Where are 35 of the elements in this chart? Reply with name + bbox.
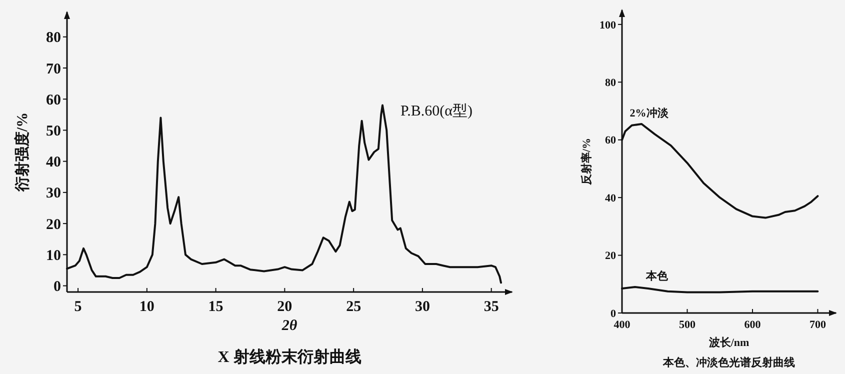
x-tick-label: 25 xyxy=(346,299,362,315)
y-tick-label: 80 xyxy=(605,76,616,89)
text: X 射线粉末衍射曲线 xyxy=(218,348,362,366)
y-tick-label: 0 xyxy=(610,308,616,320)
y-tick-label: 10 xyxy=(46,248,61,264)
x-tick-label: 600 xyxy=(744,319,762,331)
y-tick-label: 100 xyxy=(600,19,616,32)
x-tick-label: 400 xyxy=(614,319,631,331)
x-tick-label: 700 xyxy=(809,319,826,331)
y-tick-label: 20 xyxy=(605,250,616,262)
y-tick-label: 20 xyxy=(46,216,61,233)
y-tick-label: 60 xyxy=(46,92,61,108)
y-tick-label: 50 xyxy=(46,123,61,140)
series-label: 2%冲淡 xyxy=(630,106,670,120)
y-tick-label: 40 xyxy=(46,154,61,171)
y-axis-title: 衍射强度/% xyxy=(13,112,31,193)
y-tick-label: 30 xyxy=(46,186,61,202)
x-tick-label: 15 xyxy=(208,299,224,315)
x-tick-label: 35 xyxy=(484,299,499,315)
y-tick-label: 60 xyxy=(605,134,616,147)
y-tick-label: 40 xyxy=(605,192,616,204)
x-tick-label: 500 xyxy=(678,319,696,331)
x-axis-title: 2θ xyxy=(280,318,298,334)
y-tick-label: 70 xyxy=(46,61,61,78)
series-label: P.B.60(α型) xyxy=(400,102,473,120)
x-tick-label: 20 xyxy=(277,299,292,315)
series-label: 本色 xyxy=(645,269,670,282)
y-tick-label: 0 xyxy=(54,279,61,296)
x-axis-title: 波长/nm xyxy=(708,336,750,349)
x-tick-label: 10 xyxy=(139,299,154,315)
y-axis-title: 反射率/% xyxy=(580,138,593,186)
x-tick-label: 30 xyxy=(414,299,430,315)
x-tick-label: 5 xyxy=(74,299,82,315)
y-tick-label: 80 xyxy=(46,30,61,46)
text: 本色、冲淡色光谱反射曲线 xyxy=(662,356,795,369)
